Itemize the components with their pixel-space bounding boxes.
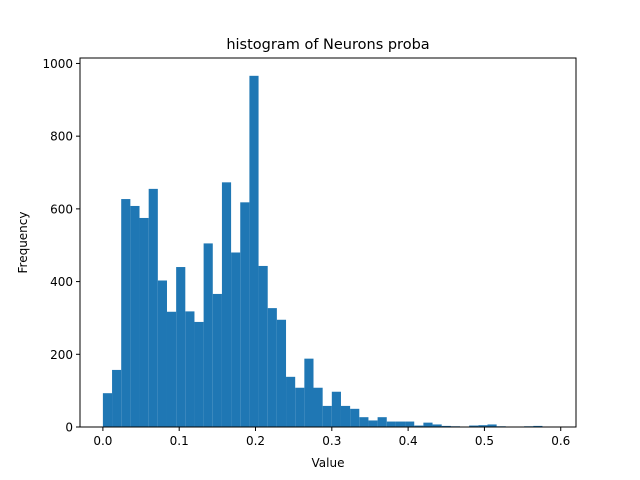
x-tick-label: 0.1 xyxy=(170,434,189,448)
histogram-bar xyxy=(350,408,360,427)
y-tick-label: 200 xyxy=(50,348,73,362)
histogram-bar xyxy=(240,202,250,427)
histogram-bar xyxy=(478,425,488,427)
histogram-bar xyxy=(249,75,259,428)
histogram-bar xyxy=(203,243,213,427)
x-tick-label: 0.3 xyxy=(322,434,341,448)
histogram-bar xyxy=(148,188,158,427)
histogram-bar xyxy=(423,422,433,427)
histogram-bar xyxy=(121,199,131,427)
histogram-bar xyxy=(102,393,113,427)
plot-frame xyxy=(79,57,577,428)
x-tick-label: 0.2 xyxy=(246,434,265,448)
histogram-bar xyxy=(322,405,332,427)
y-axis-label: Frequency xyxy=(16,212,30,274)
y-tick-label: 600 xyxy=(50,202,73,216)
histogram-bar xyxy=(231,252,241,427)
x-tick-label: 0.0 xyxy=(93,434,112,448)
y-tick-label: 1000 xyxy=(42,57,73,71)
histogram-bar xyxy=(414,425,424,427)
histogram-bar xyxy=(487,424,497,427)
histogram-bar xyxy=(185,311,195,427)
histogram-bar xyxy=(377,417,387,427)
histogram-bar xyxy=(432,424,442,427)
x-tick-label: 0.5 xyxy=(475,434,494,448)
histogram-bar xyxy=(139,217,149,427)
histogram-bar xyxy=(194,321,204,427)
histogram-bar xyxy=(221,182,232,427)
y-tick-label: 400 xyxy=(50,275,73,289)
chart-title: histogram of Neurons proba xyxy=(226,37,429,53)
histogram-bar xyxy=(276,319,287,427)
histogram-bar xyxy=(368,420,378,427)
histogram-bar xyxy=(395,421,406,427)
histogram-bar xyxy=(405,421,415,427)
histogram-bar xyxy=(533,425,543,427)
histogram-bar xyxy=(331,391,341,427)
histogram-bar xyxy=(166,311,177,427)
histogram-bar xyxy=(313,387,323,427)
histogram-bar xyxy=(112,369,122,427)
histogram-bar xyxy=(469,425,479,427)
y-axis-ticks: 0 200 400 600 800 1000 xyxy=(42,57,80,435)
histogram-bar xyxy=(441,425,451,427)
histogram-bar xyxy=(340,405,351,427)
x-tick-label: 0.4 xyxy=(399,434,418,448)
histogram-bar xyxy=(176,267,186,427)
histogram-bar xyxy=(212,293,222,427)
histogram-bars xyxy=(102,75,552,428)
histogram-bar xyxy=(157,280,167,427)
x-axis-ticks: 0.0 0.1 0.2 0.3 0.4 0.5 0.6 xyxy=(93,427,570,448)
histogram-bar xyxy=(258,265,268,427)
x-axis-label: Value xyxy=(312,456,345,470)
histogram-bar xyxy=(295,387,305,427)
y-tick-label: 0 xyxy=(65,421,73,435)
histogram-bar xyxy=(304,358,314,427)
histogram-bar xyxy=(130,205,140,427)
histogram-bar xyxy=(267,308,277,427)
histogram-bar xyxy=(386,421,396,427)
y-tick-label: 800 xyxy=(50,130,73,144)
x-tick-label: 0.6 xyxy=(551,434,570,448)
histogram-bar xyxy=(286,376,296,427)
histogram-bar xyxy=(359,417,369,427)
